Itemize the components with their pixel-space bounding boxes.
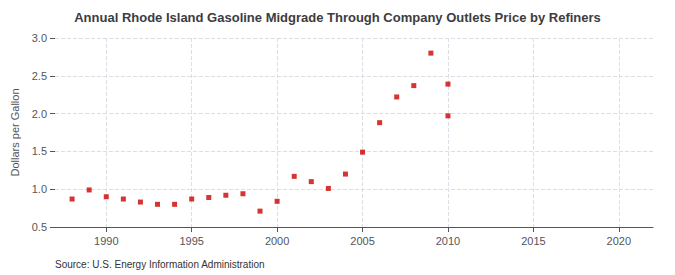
svg-text:2015: 2015 (521, 235, 545, 247)
svg-text:1.5: 1.5 (32, 145, 47, 157)
svg-text:0.5: 0.5 (32, 221, 47, 233)
svg-text:Dollars per Gallon: Dollars per Gallon (9, 88, 21, 176)
svg-text:Annual Rhode Island Gasoline M: Annual Rhode Island Gasoline Midgrade Th… (74, 10, 601, 25)
svg-text:2.5: 2.5 (32, 70, 47, 82)
svg-text:2020: 2020 (607, 235, 631, 247)
svg-text:2.0: 2.0 (32, 108, 47, 120)
svg-text:2005: 2005 (350, 235, 374, 247)
svg-text:Source: U.S. Energy Informatio: Source: U.S. Energy Information Administ… (55, 259, 265, 270)
svg-text:1995: 1995 (179, 235, 203, 247)
svg-text:1990: 1990 (94, 235, 118, 247)
svg-text:2010: 2010 (436, 235, 460, 247)
svg-text:1.0: 1.0 (32, 183, 47, 195)
svg-text:3.0: 3.0 (32, 32, 47, 44)
svg-text:2000: 2000 (265, 235, 289, 247)
